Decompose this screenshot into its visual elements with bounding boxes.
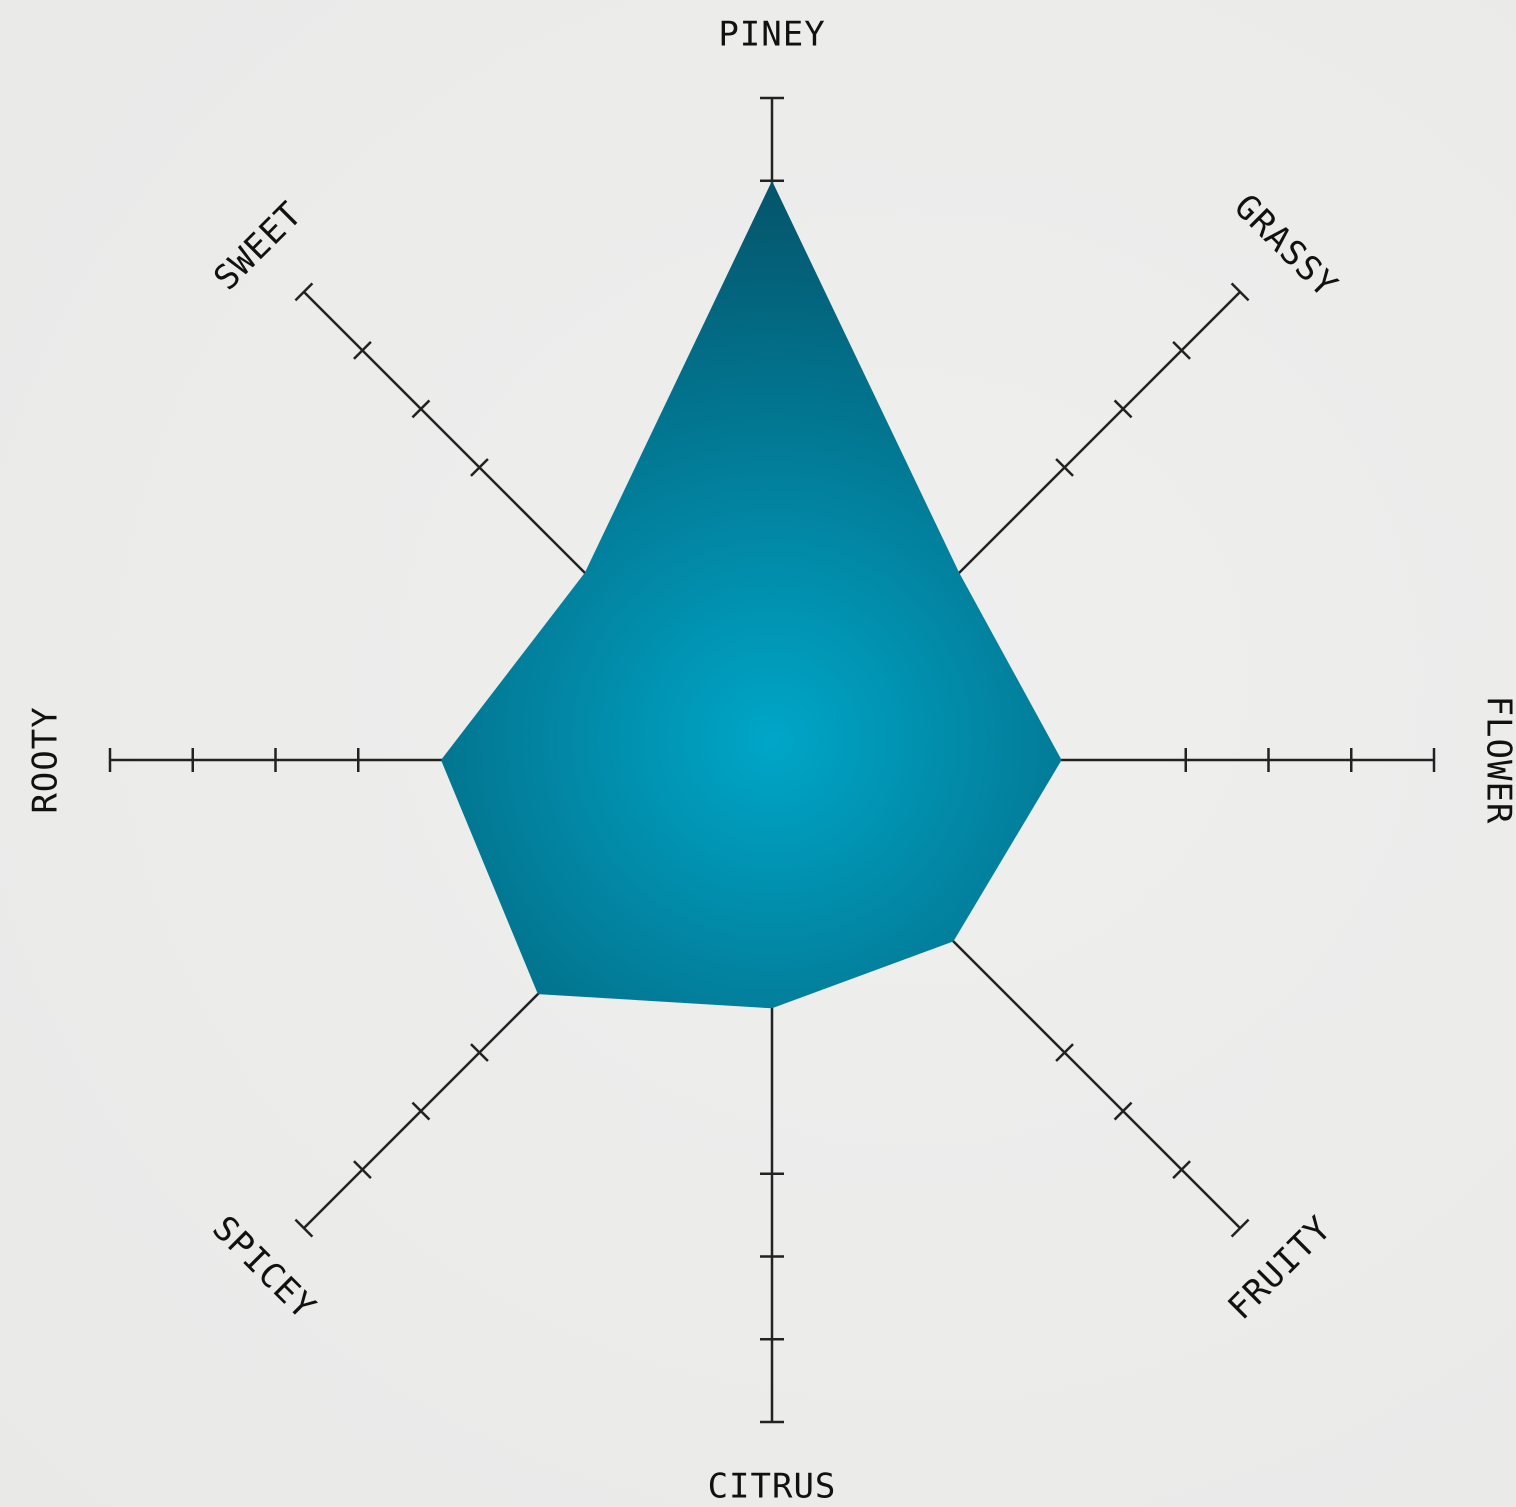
axis-label-sweet: SWEET (206, 194, 310, 298)
axis-tick-sweet (294, 282, 314, 302)
radar-data-polygon (441, 180, 1062, 1009)
axis-tick-sweet (353, 341, 372, 360)
axis-label-citrus: CITRUS (708, 1467, 837, 1507)
axis-tick-fruity (1055, 1043, 1074, 1062)
axis-tick-spicey (411, 1101, 431, 1121)
axis-tick-grassy (1113, 399, 1133, 419)
axis-label-flower: FLOWER (1479, 696, 1516, 825)
axis-label-piney: PINEY (718, 15, 825, 55)
axis-tick-fruity (1172, 1160, 1191, 1179)
axis-label-rooty: ROOTY (26, 706, 66, 813)
axis-tick-spicey (353, 1160, 372, 1179)
axis-tick-grassy (1172, 341, 1191, 360)
axis-tick-fruity (1230, 1218, 1250, 1238)
axis-tick-spicey (294, 1218, 314, 1238)
axis-tick-grassy (1230, 282, 1250, 302)
axis-tick-grassy (1055, 458, 1074, 477)
axis-tick-sweet (470, 458, 489, 477)
axis-label-grassy: GRASSY (1226, 187, 1345, 306)
axis-tick-sweet (411, 399, 431, 419)
axis-tick-fruity (1113, 1101, 1133, 1121)
axis-tick-spicey (470, 1043, 489, 1062)
